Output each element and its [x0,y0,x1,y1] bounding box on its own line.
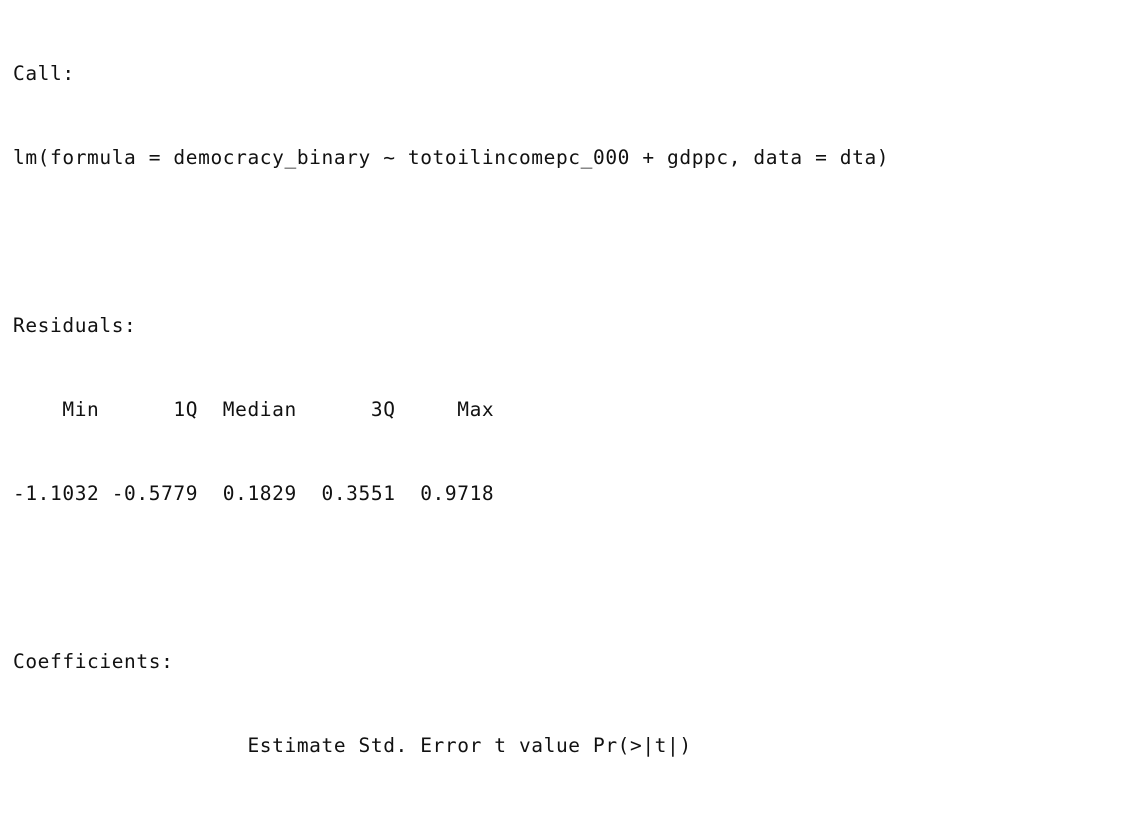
residuals-labels: Min 1Q Median 3Q Max [13,398,507,421]
coefficients-column-headers: Estimate Std. Error t value Pr(>|t|) [13,734,742,757]
coefficients-header: Coefficients: [13,650,174,673]
residuals-header: Residuals: [13,314,137,337]
call-formula: lm(formula = democracy_binary ~ totoilin… [13,146,890,169]
residuals-values: -1.1032 -0.5779 0.1829 0.3551 0.9718 [13,482,507,505]
r-console-output: Call: lm(formula = democracy_binary ~ to… [13,4,889,820]
coefficient-row-intercept: (Intercept) 0.59067 0.04887 12.088 < 2e-… [13,816,889,820]
call-header: Call: [13,62,75,85]
blank-line [13,564,889,592]
blank-line [13,228,889,256]
